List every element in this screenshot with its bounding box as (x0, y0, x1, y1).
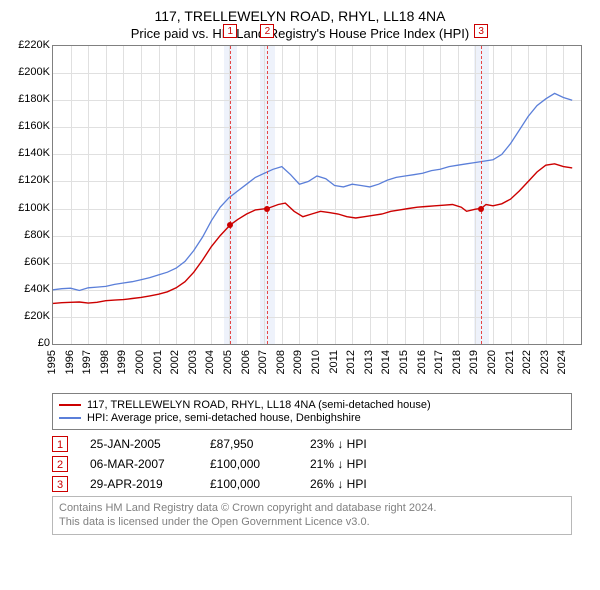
legend-swatch (59, 404, 81, 406)
note-marker: 2 (52, 456, 68, 472)
y-axis-label: £200K (10, 66, 50, 78)
note-date: 25-JAN-2005 (90, 437, 210, 451)
x-axis-label: 2012 (345, 350, 357, 374)
x-axis-label: 2015 (398, 350, 410, 374)
y-axis-label: £100K (10, 202, 50, 214)
note-price: £100,000 (210, 457, 310, 471)
event-point (478, 206, 484, 212)
note-date: 06-MAR-2007 (90, 457, 210, 471)
note-diff: 26% ↓ HPI (310, 477, 430, 491)
x-axis-label: 2018 (451, 350, 463, 374)
event-line (267, 46, 268, 344)
note-row: 2 06-MAR-2007£100,00021% ↓ HPI (52, 456, 572, 472)
legend-label: HPI: Average price, semi-detached house,… (87, 412, 361, 424)
x-axis-label: 2021 (504, 350, 516, 374)
legend-item: HPI: Average price, semi-detached house,… (59, 412, 565, 424)
note-diff: 21% ↓ HPI (310, 457, 430, 471)
note-marker: 3 (52, 476, 68, 492)
note-date: 29-APR-2019 (90, 477, 210, 491)
x-axis-label: 2020 (486, 350, 498, 374)
series-hpi (53, 93, 572, 290)
event-point (227, 222, 233, 228)
x-axis-label: 2019 (468, 350, 480, 374)
attribution-line1: Contains HM Land Registry data © Crown c… (59, 501, 565, 515)
x-axis-label: 2003 (187, 350, 199, 374)
y-axis-label: £40K (10, 283, 50, 295)
x-axis-label: 1996 (64, 350, 76, 374)
event-point (264, 206, 270, 212)
x-axis-label: 2006 (240, 350, 252, 374)
transaction-notes: 1 25-JAN-2005£87,95023% ↓ HPI 2 06-MAR-2007… (52, 436, 572, 492)
y-axis-label: £60K (10, 256, 50, 268)
chart-container: 123 £0 £20K £40K £60K £80K £100K £120K £140K £16… (10, 45, 590, 385)
y-axis-label: £80K (10, 229, 50, 241)
chart-title: 117, TRELLEWELYN ROAD, RHYL, LL18 4NA (10, 8, 590, 24)
chart-lines (53, 46, 581, 344)
event-marker: 3 (474, 24, 488, 38)
y-axis-label: £120K (10, 174, 50, 186)
y-axis-label: £140K (10, 147, 50, 159)
x-axis-label: 2009 (292, 350, 304, 374)
y-axis-label: £160K (10, 120, 50, 132)
note-marker: 1 (52, 436, 68, 452)
event-line (481, 46, 482, 344)
note-row: 3 29-APR-2019£100,00026% ↓ HPI (52, 476, 572, 492)
x-axis-label: 2024 (556, 350, 568, 374)
attribution-line2: This data is licensed under the Open Gov… (59, 515, 565, 529)
event-marker: 2 (260, 24, 274, 38)
x-axis-label: 2013 (363, 350, 375, 374)
note-price: £100,000 (210, 477, 310, 491)
legend-item: 117, TRELLEWELYN ROAD, RHYL, LL18 4NA (s… (59, 399, 565, 411)
chart-subtitle: Price paid vs. HM Land Registry's House … (10, 26, 590, 41)
x-axis-label: 1995 (46, 350, 58, 374)
x-axis-label: 2011 (328, 350, 340, 374)
note-price: £87,950 (210, 437, 310, 451)
x-axis-label: 2002 (169, 350, 181, 374)
x-axis-label: 1999 (116, 350, 128, 374)
x-axis-label: 1997 (81, 350, 93, 374)
x-axis-label: 2007 (257, 350, 269, 374)
y-axis-label: £220K (10, 39, 50, 51)
x-axis-label: 2022 (521, 350, 533, 374)
x-axis-label: 2004 (204, 350, 216, 374)
note-diff: 23% ↓ HPI (310, 437, 430, 451)
legend-label: 117, TRELLEWELYN ROAD, RHYL, LL18 4NA (s… (87, 399, 431, 411)
x-axis-label: 2023 (539, 350, 551, 374)
legend-swatch (59, 417, 81, 419)
y-axis-label: £0 (10, 337, 50, 349)
x-axis-label: 2016 (416, 350, 428, 374)
y-axis-label: £180K (10, 93, 50, 105)
x-axis-label: 2014 (380, 350, 392, 374)
x-axis-label: 2000 (134, 350, 146, 374)
x-axis-label: 2017 (433, 350, 445, 374)
y-axis-label: £20K (10, 310, 50, 322)
x-axis-label: 1998 (99, 350, 111, 374)
event-line (230, 46, 231, 344)
chart-plot-area: 123 (52, 45, 582, 345)
x-axis-label: 2005 (222, 350, 234, 374)
attribution-box: Contains HM Land Registry data © Crown c… (52, 496, 572, 535)
note-row: 1 25-JAN-2005£87,95023% ↓ HPI (52, 436, 572, 452)
x-axis-label: 2010 (310, 350, 322, 374)
x-axis-label: 2001 (152, 350, 164, 374)
legend: 117, TRELLEWELYN ROAD, RHYL, LL18 4NA (s… (52, 393, 572, 430)
x-axis-label: 2008 (275, 350, 287, 374)
event-marker: 1 (223, 24, 237, 38)
